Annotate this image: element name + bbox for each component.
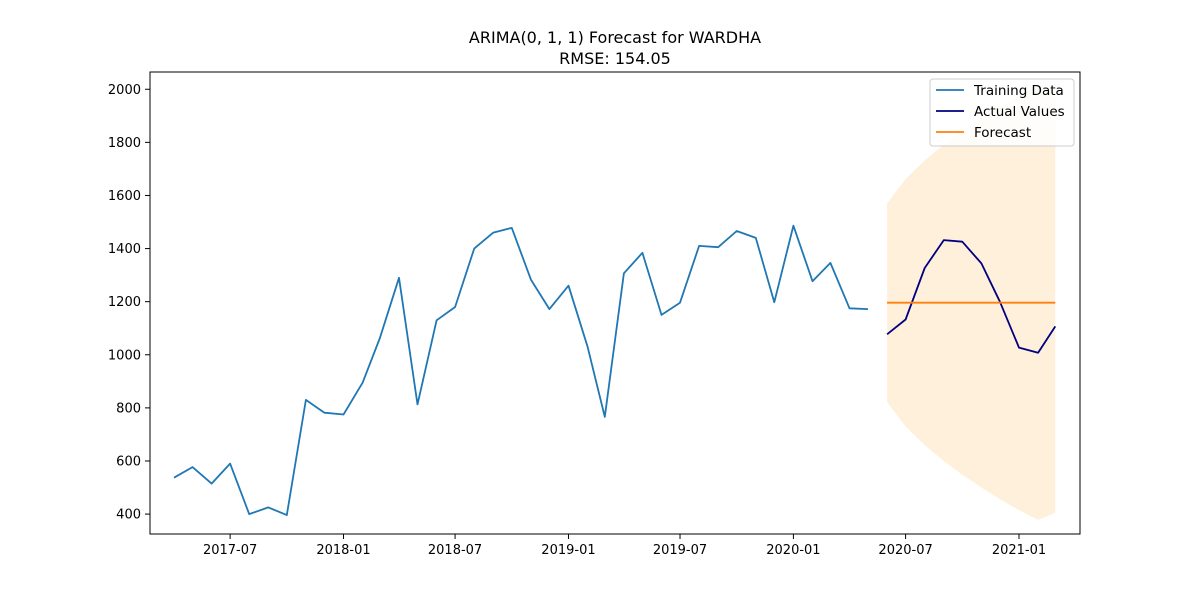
legend: Training Data Actual Values Forecast xyxy=(929,78,1075,147)
y-tick-label: 1600 xyxy=(108,189,141,204)
y-tick-label: 2000 xyxy=(108,83,141,98)
axes: 400 600 800 1000 1200 1400 1600 1800 2000 2017-07… xyxy=(108,71,1081,558)
y-tick-label: 1800 xyxy=(108,136,141,151)
y-tick-label: 400 xyxy=(116,508,141,523)
legend-box xyxy=(929,78,1075,147)
x-tick-label: 2020-01 xyxy=(766,543,820,558)
x-tick-label: 2019-01 xyxy=(541,543,595,558)
axes-frame xyxy=(149,71,1081,535)
y-tick-label: 800 xyxy=(116,401,141,416)
y-tick-label: 1200 xyxy=(108,295,141,310)
plot-area xyxy=(173,85,1057,520)
y-tick-label: 1400 xyxy=(108,242,141,257)
series-line-0 xyxy=(173,224,869,516)
legend-label-0: Training Data xyxy=(973,83,1064,99)
series-line-1 xyxy=(886,239,1057,354)
x-tick-label: 2019-07 xyxy=(653,543,707,558)
chart-subtitle: RMSE: 154.05 xyxy=(559,49,671,68)
y-tick-label: 600 xyxy=(116,454,141,469)
x-tick-label: 2021-01 xyxy=(992,543,1046,558)
legend-label-2: Forecast xyxy=(974,125,1031,141)
legend-label-1: Actual Values xyxy=(974,104,1065,120)
chart-title: ARIMA(0, 1, 1) Forecast for WARDHA xyxy=(469,28,761,47)
x-tick-label: 2018-01 xyxy=(316,543,370,558)
x-tick-label: 2020-07 xyxy=(878,543,932,558)
x-tick-label: 2018-07 xyxy=(428,543,482,558)
x-tick-label: 2017-07 xyxy=(203,543,257,558)
y-tick-label: 1000 xyxy=(108,348,141,363)
